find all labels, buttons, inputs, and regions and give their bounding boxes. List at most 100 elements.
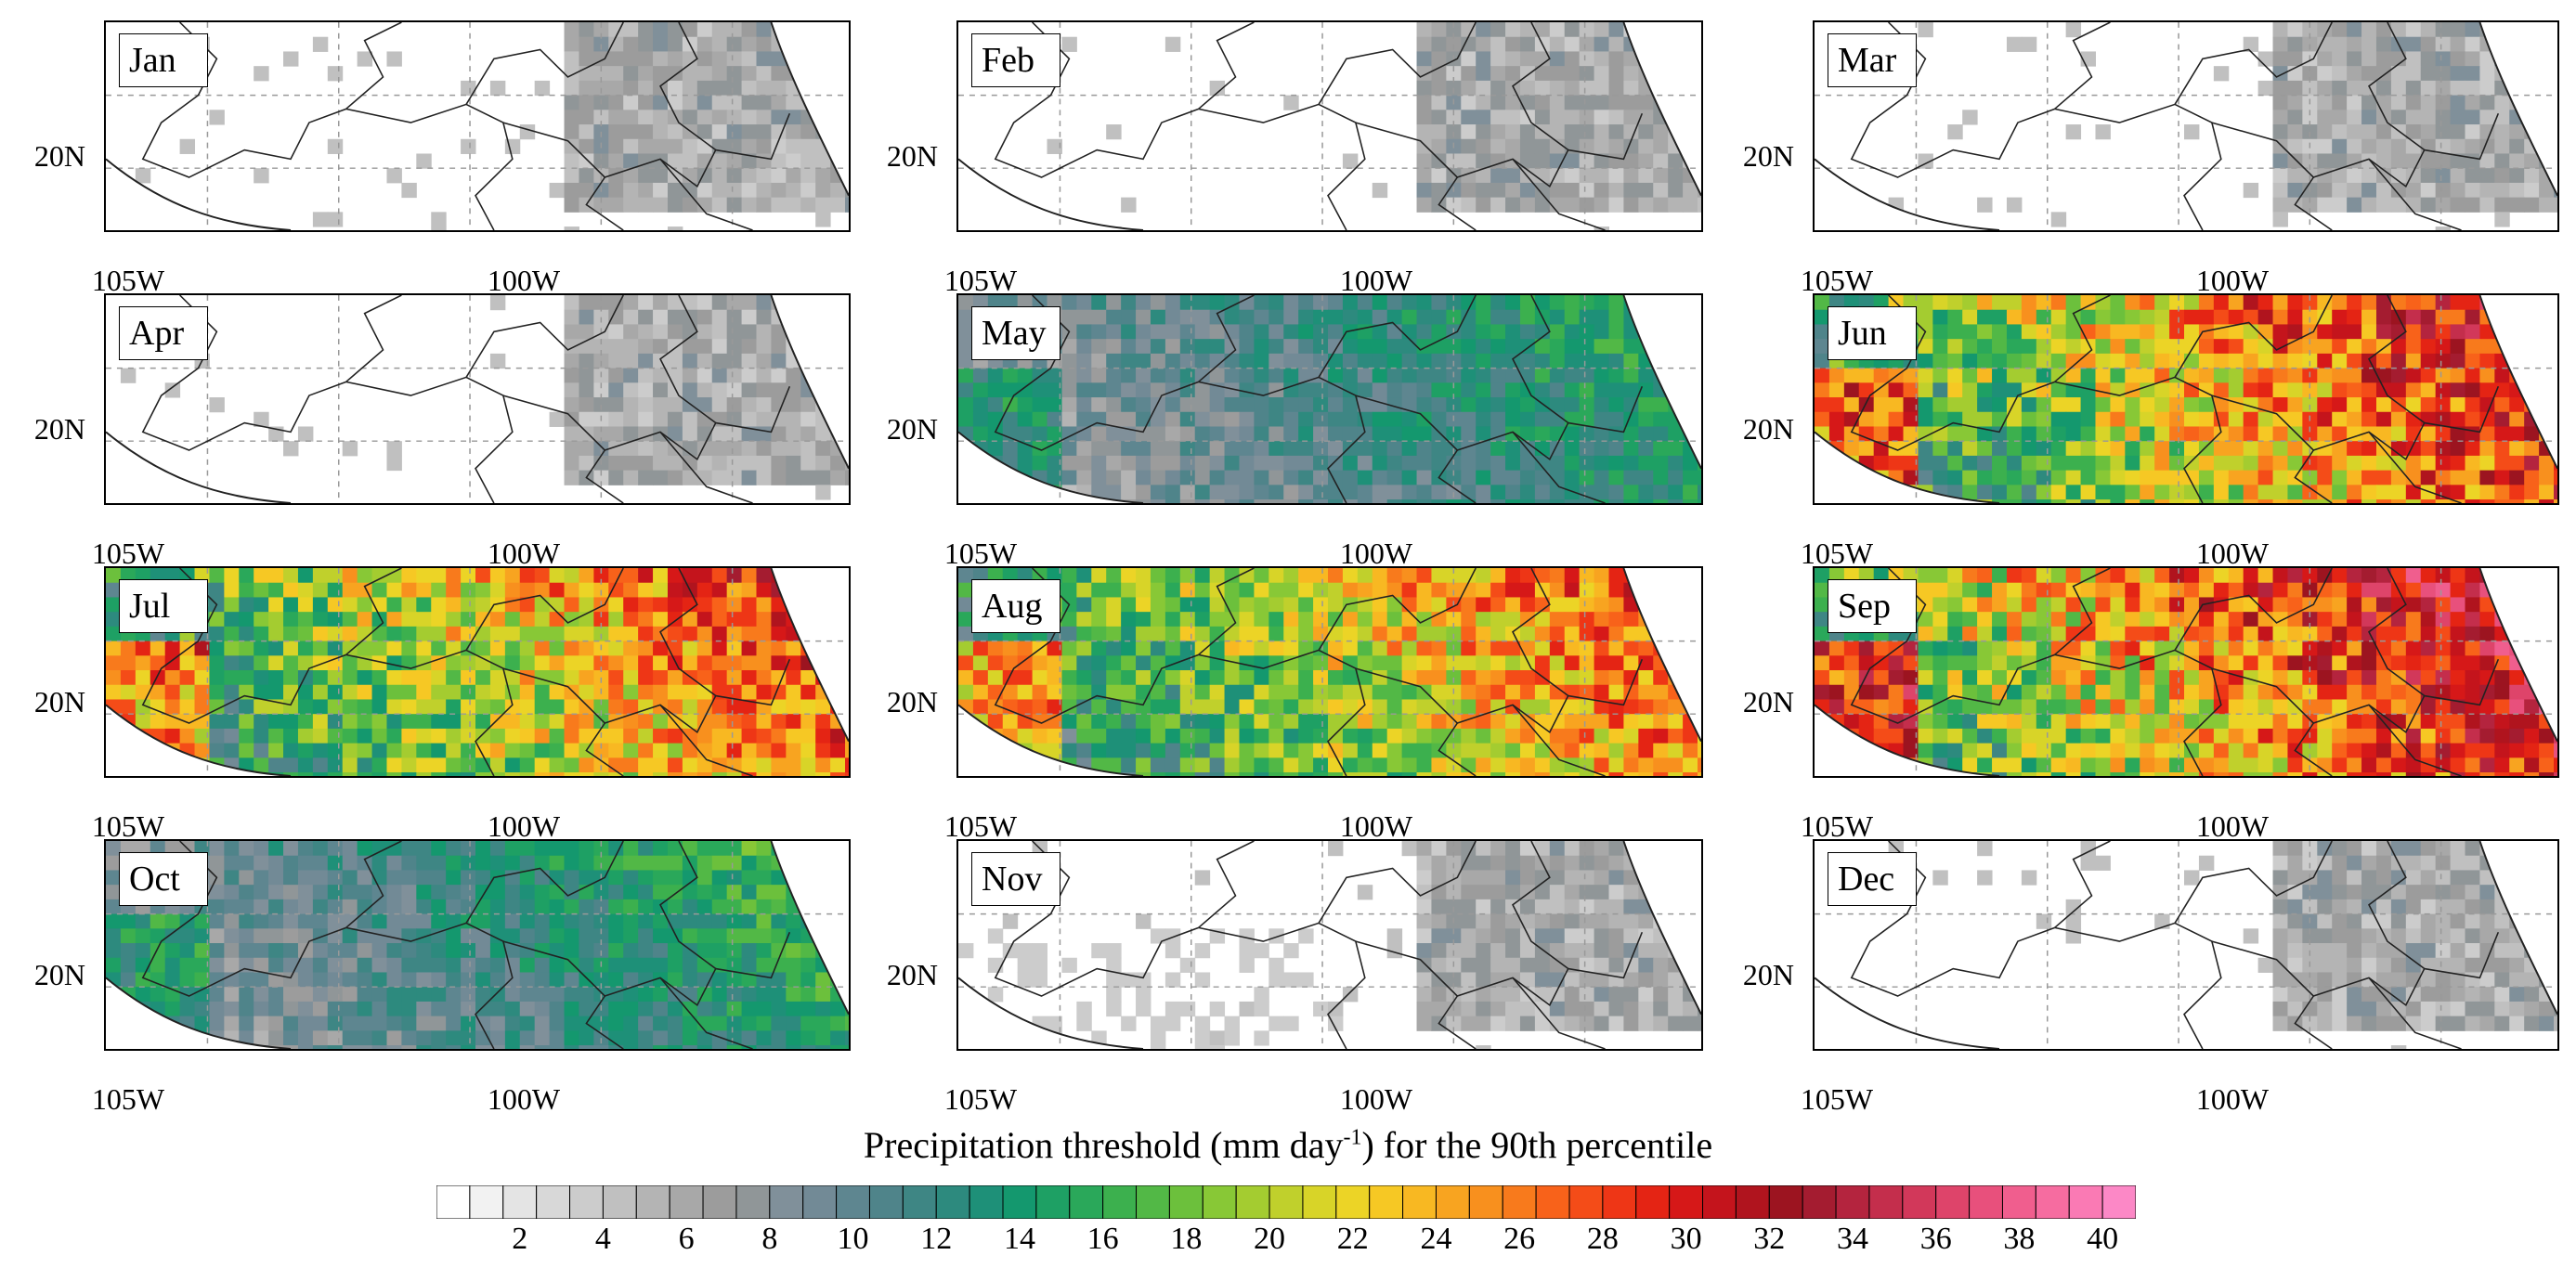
longitude-label: 105W xyxy=(1800,809,1874,843)
precip-field xyxy=(958,841,1701,1049)
month-label: Feb xyxy=(971,33,1060,87)
colorbar-swatch xyxy=(1202,1185,1237,1219)
colorbar-swatch xyxy=(1602,1185,1637,1219)
latitude-label: 20N xyxy=(1742,958,1794,991)
map-panel-nov: Nov xyxy=(956,839,1703,1051)
colorbar-swatch xyxy=(702,1185,737,1219)
latitude-label: 20N xyxy=(886,685,938,718)
colorbar-swatch xyxy=(1402,1185,1437,1219)
month-label: May xyxy=(971,306,1060,360)
colorbar-swatch xyxy=(1868,1185,1904,1219)
longitude-label: 105W xyxy=(943,537,1018,570)
colorbar-tick-label: 26 xyxy=(1503,1222,1536,1256)
longitude-label: 100W xyxy=(487,264,561,297)
map-panel-oct: Oct xyxy=(104,839,851,1051)
longitude-label: 100W xyxy=(2195,537,2270,570)
longitude-label: 100W xyxy=(487,809,561,843)
longitude-label: 105W xyxy=(91,809,165,843)
colorbar-swatch xyxy=(1002,1185,1037,1219)
precip-field xyxy=(1815,22,2557,230)
longitude-label: 105W xyxy=(91,1082,165,1116)
month-label: Jan xyxy=(119,33,208,87)
colorbar-swatch xyxy=(1302,1185,1337,1219)
precip-field xyxy=(106,841,849,1049)
month-label: Mar xyxy=(1828,33,1917,87)
precip-field xyxy=(958,295,1701,503)
colorbar-swatch xyxy=(1335,1185,1371,1219)
colorbar-swatch xyxy=(1935,1185,1971,1219)
map-panel-may: May xyxy=(956,293,1703,505)
colorbar-tick-label: 28 xyxy=(1586,1222,1619,1256)
colorbar-tick-label: 30 xyxy=(1670,1222,1702,1256)
precip-field xyxy=(106,568,849,776)
latitude-label: 20N xyxy=(1742,685,1794,718)
colorbar-swatch xyxy=(836,1185,870,1219)
colorbar-swatch xyxy=(1435,1185,1470,1219)
latitude-label: 20N xyxy=(886,139,938,173)
longitude-label: 105W xyxy=(943,264,1018,297)
longitude-label: 105W xyxy=(1800,264,1874,297)
colorbar-tick-label: 22 xyxy=(1336,1222,1369,1256)
map-panel-jan: Jan xyxy=(104,20,851,232)
colorbar-swatch xyxy=(1835,1185,1870,1219)
longitude-label: 105W xyxy=(943,1082,1018,1116)
colorbar-swatch xyxy=(1369,1185,1404,1219)
precip-field xyxy=(1815,295,2557,503)
colorbar-tick-label: 20 xyxy=(1254,1222,1286,1256)
colorbar-swatch xyxy=(1735,1185,1770,1219)
precip-field xyxy=(1815,841,2557,1049)
colorbar-swatch xyxy=(1768,1185,1803,1219)
month-label: Jul xyxy=(119,579,208,633)
longitude-label: 100W xyxy=(2195,809,2270,843)
longitude-label: 105W xyxy=(1800,1082,1874,1116)
precip-field xyxy=(958,568,1701,776)
map-panel-jul: Jul xyxy=(104,566,851,778)
colorbar-swatch xyxy=(1669,1185,1704,1219)
month-label: Jun xyxy=(1828,306,1917,360)
longitude-label: 100W xyxy=(1339,537,1413,570)
latitude-label: 20N xyxy=(33,958,85,991)
month-label: Dec xyxy=(1828,852,1917,906)
colorbar-swatch xyxy=(436,1185,471,1219)
map-panel-dec: Dec xyxy=(1813,839,2559,1051)
map-panel-apr: Apr xyxy=(104,293,851,505)
colorbar-tick-label: 12 xyxy=(920,1222,953,1256)
colorbar-swatch xyxy=(1468,1185,1503,1219)
colorbar-swatch xyxy=(1802,1185,1837,1219)
colorbar-tick-label: 2 xyxy=(512,1222,528,1256)
month-label: Apr xyxy=(119,306,208,360)
precip-field xyxy=(1815,568,2557,776)
colorbar-tick-label: 36 xyxy=(1919,1222,1952,1256)
month-label: Sep xyxy=(1828,579,1917,633)
colorbar-swatch xyxy=(1635,1185,1671,1219)
colorbar-swatch xyxy=(2035,1185,2070,1219)
colorbar-tick-label: 4 xyxy=(594,1222,611,1256)
precip-field xyxy=(106,295,849,503)
month-label: Nov xyxy=(971,852,1060,906)
colorbar-swatch xyxy=(1235,1185,1270,1219)
colorbar-swatch xyxy=(1902,1185,1937,1219)
month-label: Aug xyxy=(971,579,1060,633)
colorbar-swatch xyxy=(1268,1185,1304,1219)
colorbar-swatch xyxy=(502,1185,538,1219)
colorbar-swatch xyxy=(769,1185,804,1219)
colorbar-swatch xyxy=(1535,1185,1570,1219)
colorbar-swatch xyxy=(1969,1185,2003,1219)
map-panel-jun: Jun xyxy=(1813,293,2559,505)
month-label: Oct xyxy=(119,852,208,906)
longitude-label: 100W xyxy=(487,1082,561,1116)
colorbar-tick-label: 6 xyxy=(678,1222,695,1256)
colorbar-swatch xyxy=(669,1185,704,1219)
colorbar-swatch xyxy=(1069,1185,1104,1219)
colorbar-swatch xyxy=(1168,1185,1203,1219)
colorbar-swatch xyxy=(1035,1185,1071,1219)
colorbar-swatch xyxy=(536,1185,571,1219)
colorbar-title: Precipitation threshold (mm day-1) for t… xyxy=(863,1124,1713,1166)
longitude-label: 105W xyxy=(91,264,165,297)
colorbar-swatch xyxy=(735,1185,771,1219)
colorbar-swatch xyxy=(969,1185,1004,1219)
colorbar-tick-label: 8 xyxy=(761,1222,778,1256)
colorbar-tick-label: 38 xyxy=(2003,1222,2036,1256)
latitude-label: 20N xyxy=(1742,412,1794,446)
map-panel-feb: Feb xyxy=(956,20,1703,232)
